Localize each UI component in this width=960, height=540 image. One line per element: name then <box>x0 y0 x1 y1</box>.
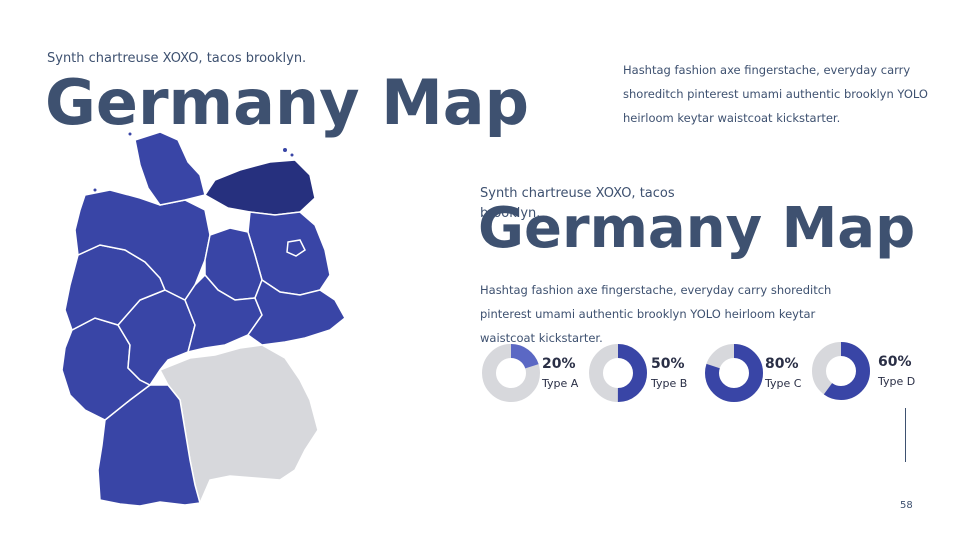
overlay-subtitle: Synth chartreuse XOXO, tacos brooklyn. <box>480 184 675 224</box>
stat-type-c <box>703 342 765 409</box>
donut-fill-type-c <box>705 344 763 402</box>
region-berlin <box>286 239 306 257</box>
donut-chart-a <box>482 344 540 402</box>
overlay-subtitle-line1: Synth chartreuse XOXO, tacos <box>480 186 675 201</box>
germany-map <box>61 131 346 507</box>
stat-type-label-c: Type C <box>765 377 802 390</box>
stat-value-a: 20% <box>542 356 576 372</box>
overlay-description: Hashtag fashion axe fingerstache, everyd… <box>480 283 832 345</box>
region-schleswig-holstein <box>134 131 206 206</box>
stat-type-d <box>810 340 872 407</box>
stat-type-label-a: Type A <box>542 377 579 390</box>
stat-value-b: 50% <box>651 356 685 372</box>
donut-fill-type-d <box>812 342 870 400</box>
page-number: 58 <box>900 500 913 511</box>
donut-chart-d <box>812 342 870 400</box>
vertical-divider <box>905 408 906 462</box>
overlay-subtitle-line2: brooklyn. <box>480 206 541 221</box>
stat-value-c: 80% <box>765 356 799 372</box>
donut-chart-c <box>705 344 763 402</box>
region-baden-wuerttemberg <box>97 384 201 507</box>
donut-chart-b <box>589 344 647 402</box>
overlay-title: Germany Map <box>478 196 916 261</box>
stat-type-a <box>480 342 542 409</box>
header-title: Germany Map <box>45 66 530 139</box>
header-description: Hashtag fashion axe fingerstache, everyd… <box>623 63 928 125</box>
region-mecklenburg <box>203 159 316 216</box>
stat-type-label-d: Type D <box>878 375 916 388</box>
stat-value-d: 60% <box>878 354 912 370</box>
region-saxony <box>246 278 346 346</box>
stat-type-label-b: Type B <box>651 377 688 390</box>
donut-fill-type-a <box>482 344 540 402</box>
donut-fill-type-b <box>589 344 647 402</box>
stat-type-b <box>587 342 649 409</box>
header-subtitle: Synth chartreuse XOXO, tacos brooklyn. <box>47 51 307 66</box>
